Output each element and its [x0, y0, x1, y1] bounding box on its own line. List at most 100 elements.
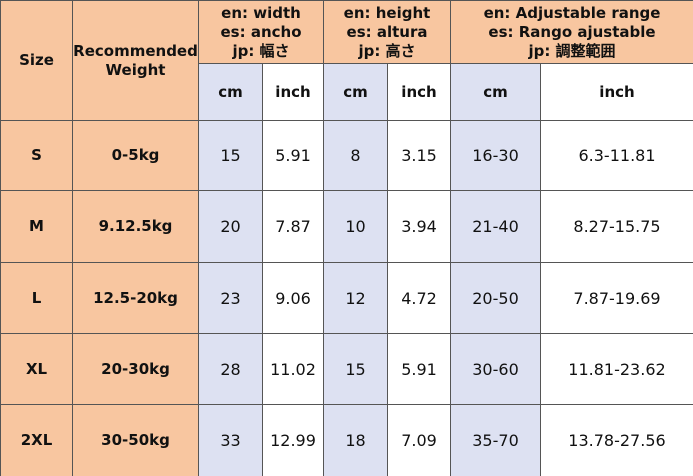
header-line: en: Adjustable range [483, 3, 661, 22]
size-header: Size [0, 0, 73, 121]
table-cell: 5.91 [387, 333, 451, 405]
table-cell: 7.87-19.69 [540, 262, 693, 334]
unit-text: cm [218, 82, 243, 101]
cell-text: 15 [220, 146, 241, 165]
cell-text: 11.02 [270, 359, 316, 379]
cell-text: 12 [345, 288, 366, 308]
cell-text: 12.5-20kg [93, 288, 178, 307]
cell-text: 0-5kg [111, 146, 160, 164]
table-cell: S [0, 120, 73, 191]
table-cell: 13.78-27.56 [540, 404, 693, 476]
cell-text: 8.27-15.75 [573, 217, 661, 236]
table-cell: 3.15 [387, 120, 451, 191]
table-cell: 11.02 [262, 333, 324, 405]
table-cell: 12 [323, 262, 388, 334]
cell-text: 20 [220, 217, 241, 236]
table-cell: 11.81-23.62 [540, 333, 693, 405]
unit-text: cm [483, 82, 508, 101]
unit-text: inch [401, 82, 437, 101]
table-cell: 3.94 [387, 190, 451, 263]
cell-text: 23 [220, 288, 241, 308]
unit-text: cm [343, 82, 368, 101]
header-line: es: altura [346, 22, 428, 41]
table-cell: 20 [198, 190, 263, 263]
cell-text: 2XL [20, 431, 53, 449]
table-cell: 10 [323, 190, 388, 263]
unit-header: cm [450, 63, 541, 121]
table-cell: L [0, 262, 73, 334]
table-cell: 20-50 [450, 262, 541, 334]
unit-text: inch [599, 82, 635, 101]
table-cell: 7.09 [387, 404, 451, 476]
cell-text: 9.06 [275, 288, 311, 308]
cell-text: L [31, 288, 42, 307]
table-cell: 35-70 [450, 404, 541, 476]
cell-text: 3.15 [401, 146, 437, 165]
table-cell: XL [0, 333, 73, 405]
cell-text: XL [25, 359, 48, 378]
table-cell: 8 [323, 120, 388, 191]
cell-text: 18 [345, 431, 366, 450]
table-cell: 6.3-11.81 [540, 120, 693, 191]
table-cell: 15 [323, 333, 388, 405]
cell-text: 35-70 [472, 431, 519, 450]
table-cell: 7.87 [262, 190, 324, 263]
table-cell: 30-50kg [72, 404, 199, 476]
unit-header: cm [323, 63, 388, 121]
cell-text: 8 [350, 146, 361, 165]
table-cell: 0-5kg [72, 120, 199, 191]
cell-text: 4.72 [401, 288, 437, 308]
cell-text: 7.87 [275, 217, 311, 236]
cell-text: 7.09 [401, 431, 437, 450]
unit-text: inch [275, 82, 311, 101]
cell-text: 7.87-19.69 [573, 288, 661, 308]
cell-text: 3.94 [401, 217, 437, 236]
table-cell: 8.27-15.75 [540, 190, 693, 263]
cell-text: 5.91 [275, 146, 311, 165]
unit-header: inch [387, 63, 451, 121]
header-line: es: ancho [220, 22, 302, 41]
table-cell: 12.99 [262, 404, 324, 476]
table-cell: M [0, 190, 73, 263]
cell-text: 12.99 [270, 431, 316, 450]
header-line: en: width [221, 3, 301, 22]
table-cell: 9.12.5kg [72, 190, 199, 263]
cell-text: 11.81-23.62 [568, 359, 666, 379]
table-cell: 20-30kg [72, 333, 199, 405]
cell-text: 33 [220, 431, 241, 450]
header-line: en: height [343, 3, 431, 22]
table-cell: 21-40 [450, 190, 541, 263]
header-line: es: Rango ajustable [488, 22, 656, 41]
cell-text: 30-60 [472, 359, 519, 379]
weight-header: Recommended Weight [72, 0, 199, 121]
table-cell: 16-30 [450, 120, 541, 191]
header-text: Size [19, 51, 54, 69]
cell-text: M [29, 217, 44, 235]
table-cell: 23 [198, 262, 263, 334]
unit-header: cm [198, 63, 263, 121]
header-line: jp: 高さ [358, 41, 416, 60]
group-header: en: Adjustable range es: Rango ajustable j… [450, 0, 693, 64]
table-cell: 18 [323, 404, 388, 476]
header-line: jp: 幅さ [232, 41, 290, 60]
cell-text: 20-50 [472, 288, 519, 308]
cell-text: 20-30kg [101, 359, 170, 378]
cell-text: 10 [345, 217, 366, 236]
group-header: en: height es: altura jp: 高さ [323, 0, 451, 64]
header-line: jp: 調整範囲 [528, 41, 616, 60]
table-cell: 9.06 [262, 262, 324, 334]
unit-header: inch [262, 63, 324, 121]
table-cell: 30-60 [450, 333, 541, 405]
group-header: en: width es: ancho jp: 幅さ [198, 0, 324, 64]
table-cell: 2XL [0, 404, 73, 476]
cell-text: 13.78-27.56 [568, 431, 666, 450]
table-cell: 4.72 [387, 262, 451, 334]
cell-text: 9.12.5kg [98, 217, 173, 235]
table-cell: 28 [198, 333, 263, 405]
cell-text: S [31, 146, 42, 164]
cell-text: 30-50kg [101, 431, 170, 449]
table-cell: 15 [198, 120, 263, 191]
cell-text: 5.91 [401, 359, 437, 379]
table-cell: 12.5-20kg [72, 262, 199, 334]
